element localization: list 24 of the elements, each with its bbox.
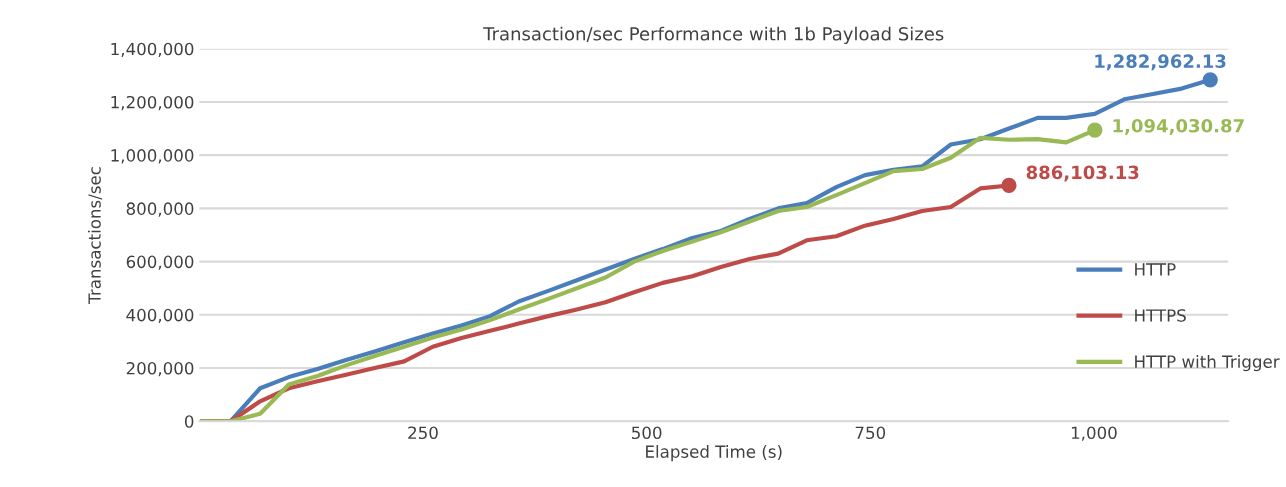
y-axis-title: Transactions/sec — [87, 167, 103, 304]
y-tick-label: 1,000,000 — [111, 149, 194, 164]
y-tick-label: 0 — [184, 415, 194, 428]
data-label: 1,282,962.13 — [1095, 54, 1226, 71]
y-tick-label: 600,000 — [126, 255, 194, 270]
y-tick-label: 1,200,000 — [111, 95, 194, 111]
x-tick-label: 750 — [855, 426, 886, 440]
y-tick-label: 200,000 — [126, 362, 194, 377]
chart-title: Transaction/sec Performance with 1b Payload Sizes — [483, 26, 944, 45]
legend-label: HTTP — [1135, 263, 1176, 276]
legend-label: HTTP with Trigger — [1135, 355, 1280, 372]
x-tick-label: 1,000 — [1071, 426, 1117, 441]
y-tick-label: 800,000 — [126, 202, 194, 217]
x-axis-title: Elapsed Time (s) — [646, 445, 782, 462]
point — [1202, 72, 1218, 88]
legend-label: HTTPS — [1135, 309, 1186, 322]
point — [1087, 122, 1103, 138]
point — [1001, 177, 1017, 194]
x-tick-label: 250 — [408, 426, 438, 440]
data-label: 1,094,030.87 — [1113, 118, 1244, 135]
y-tick-label: 1,400,000 — [111, 42, 194, 57]
x-tick-label: 500 — [632, 426, 662, 440]
y-tick-label: 400,000 — [126, 308, 194, 324]
data-label: 886,103.13 — [1026, 165, 1139, 182]
